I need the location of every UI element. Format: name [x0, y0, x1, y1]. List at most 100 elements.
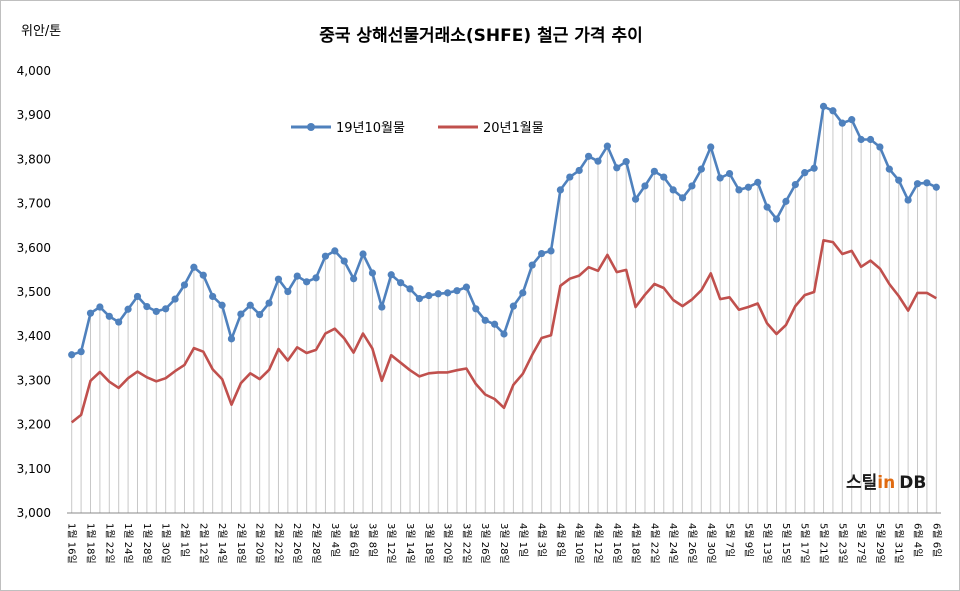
x-tick-label: 3월 6일	[348, 523, 360, 557]
series-1-point	[725, 169, 734, 178]
series-1-point	[716, 174, 724, 182]
x-tick-label: 4월 8일	[554, 523, 566, 557]
series-1-point	[810, 164, 818, 172]
series-1-point	[265, 299, 273, 307]
series-1-point	[537, 249, 546, 258]
series-1-point	[227, 335, 236, 343]
series-1-point	[387, 271, 395, 279]
x-tick-label: 5월 29일	[874, 523, 886, 564]
series-1-point	[829, 107, 837, 115]
series-1-point	[857, 135, 865, 144]
x-tick-label: 4월 22일	[648, 523, 660, 564]
x-tick-label: 5월 17일	[799, 523, 811, 564]
legend-label-series-2: 20년1월물	[483, 121, 544, 136]
series-1-point	[340, 257, 348, 265]
series-1-point	[848, 116, 856, 124]
series-1-point	[378, 303, 386, 311]
series-1-point	[331, 247, 339, 255]
drop-lines	[71, 106, 937, 513]
series-1-point	[162, 305, 170, 313]
series-1-point	[77, 348, 85, 356]
x-tick-label: 3월 22일	[460, 523, 472, 564]
series-1-point	[274, 275, 283, 283]
series-1-point	[707, 143, 715, 151]
x-tick-label: 1월 16일	[66, 523, 78, 564]
legend-item-series-2: 20년1월물	[438, 121, 544, 136]
chart-title: 중국 상해선물거래소(SHFE) 철근 가격 추이	[319, 26, 643, 46]
series-1-point	[444, 289, 452, 297]
series-1-point	[303, 278, 311, 286]
series-1-point	[763, 203, 771, 211]
series-1-point	[124, 305, 132, 313]
y-tick-label: 3,400	[17, 329, 51, 343]
series-1-point	[68, 351, 76, 359]
watermark-text: 스틸in DB	[846, 472, 926, 493]
x-tick-label: 2월 14일	[216, 523, 228, 564]
series-1-point	[678, 194, 687, 202]
series-1-point	[819, 102, 828, 110]
series-1-point	[350, 275, 358, 283]
x-tick-label: 3월 4일	[329, 523, 341, 557]
series-line-2	[70, 239, 937, 424]
x-tick-label: 4월 3일	[536, 523, 548, 557]
series-1-point	[199, 271, 207, 279]
series-1-point	[895, 176, 903, 184]
series-layer	[68, 102, 940, 424]
y-tick-label: 3,100	[17, 462, 51, 476]
x-tick-label: 3월 12일	[385, 523, 397, 564]
series-1-point	[86, 309, 95, 317]
x-axis: 1월 16일 1월 18일 1월 22일 1월 24일 1월 28일 1월 30일 2월 1…	[66, 523, 943, 564]
series-1-point	[190, 263, 198, 271]
series-1-point	[613, 164, 621, 172]
x-tick-label: 3월 18일	[423, 523, 435, 564]
series-1-point	[584, 152, 593, 160]
series-1-point	[415, 295, 424, 303]
series-1-point	[866, 135, 875, 144]
series-1-point	[115, 318, 123, 326]
x-tick-label: 1월 30일	[160, 523, 172, 564]
unit-label: 위안/톤	[21, 24, 61, 39]
y-axis: 3,000 3,100 3,200 3,300 3,400 3,500 3,600 3,700…	[17, 64, 51, 520]
series-1-point	[744, 183, 752, 191]
series-1-point	[293, 272, 301, 280]
x-tick-label: 4월 12일	[592, 523, 604, 564]
x-tick-label: 2월 12일	[197, 523, 209, 564]
y-tick-label: 3,300	[17, 373, 51, 387]
series-1-point	[180, 281, 189, 289]
x-tick-label: 6월 6일	[930, 523, 942, 557]
x-tick-label: 6월 4일	[912, 523, 924, 557]
x-tick-label: 5월 15일	[780, 523, 792, 564]
series-1-point	[735, 186, 743, 194]
series-1-point	[923, 179, 931, 187]
x-tick-label: 2월 1일	[178, 523, 190, 557]
x-tick-label: 2월 18일	[235, 523, 247, 564]
series-1-point	[913, 180, 922, 188]
series-1-point	[528, 261, 536, 269]
series-1-point	[876, 143, 884, 151]
series-1-point	[631, 195, 640, 203]
series-1-point	[782, 197, 790, 205]
series-1-point	[791, 180, 799, 189]
x-tick-label: 2월 20일	[254, 523, 266, 564]
x-tick-label: 5월 21일	[818, 523, 830, 564]
series-1-point	[500, 330, 508, 338]
x-tick-label: 4월 18일	[630, 523, 642, 564]
series-1-point	[594, 157, 602, 165]
series-1-point	[434, 290, 442, 298]
series-1-point	[754, 178, 762, 186]
series-1-point	[472, 305, 480, 313]
x-tick-label: 5월 13일	[761, 523, 773, 564]
series-1-point	[547, 247, 555, 255]
series-1-point	[171, 295, 179, 303]
legend-label-series-1: 19년10월물	[336, 121, 405, 136]
series-1-point	[650, 167, 658, 175]
x-tick-label: 4월 24일	[667, 523, 679, 564]
x-tick-label: 1월 28일	[141, 523, 153, 564]
x-tick-label: 1월 22일	[103, 523, 115, 564]
x-tick-label: 3월 20일	[442, 523, 454, 564]
x-tick-label: 1월 18일	[84, 523, 96, 564]
series-1-point	[368, 269, 377, 277]
series-1-point	[321, 252, 330, 260]
series-1-point	[838, 119, 846, 127]
